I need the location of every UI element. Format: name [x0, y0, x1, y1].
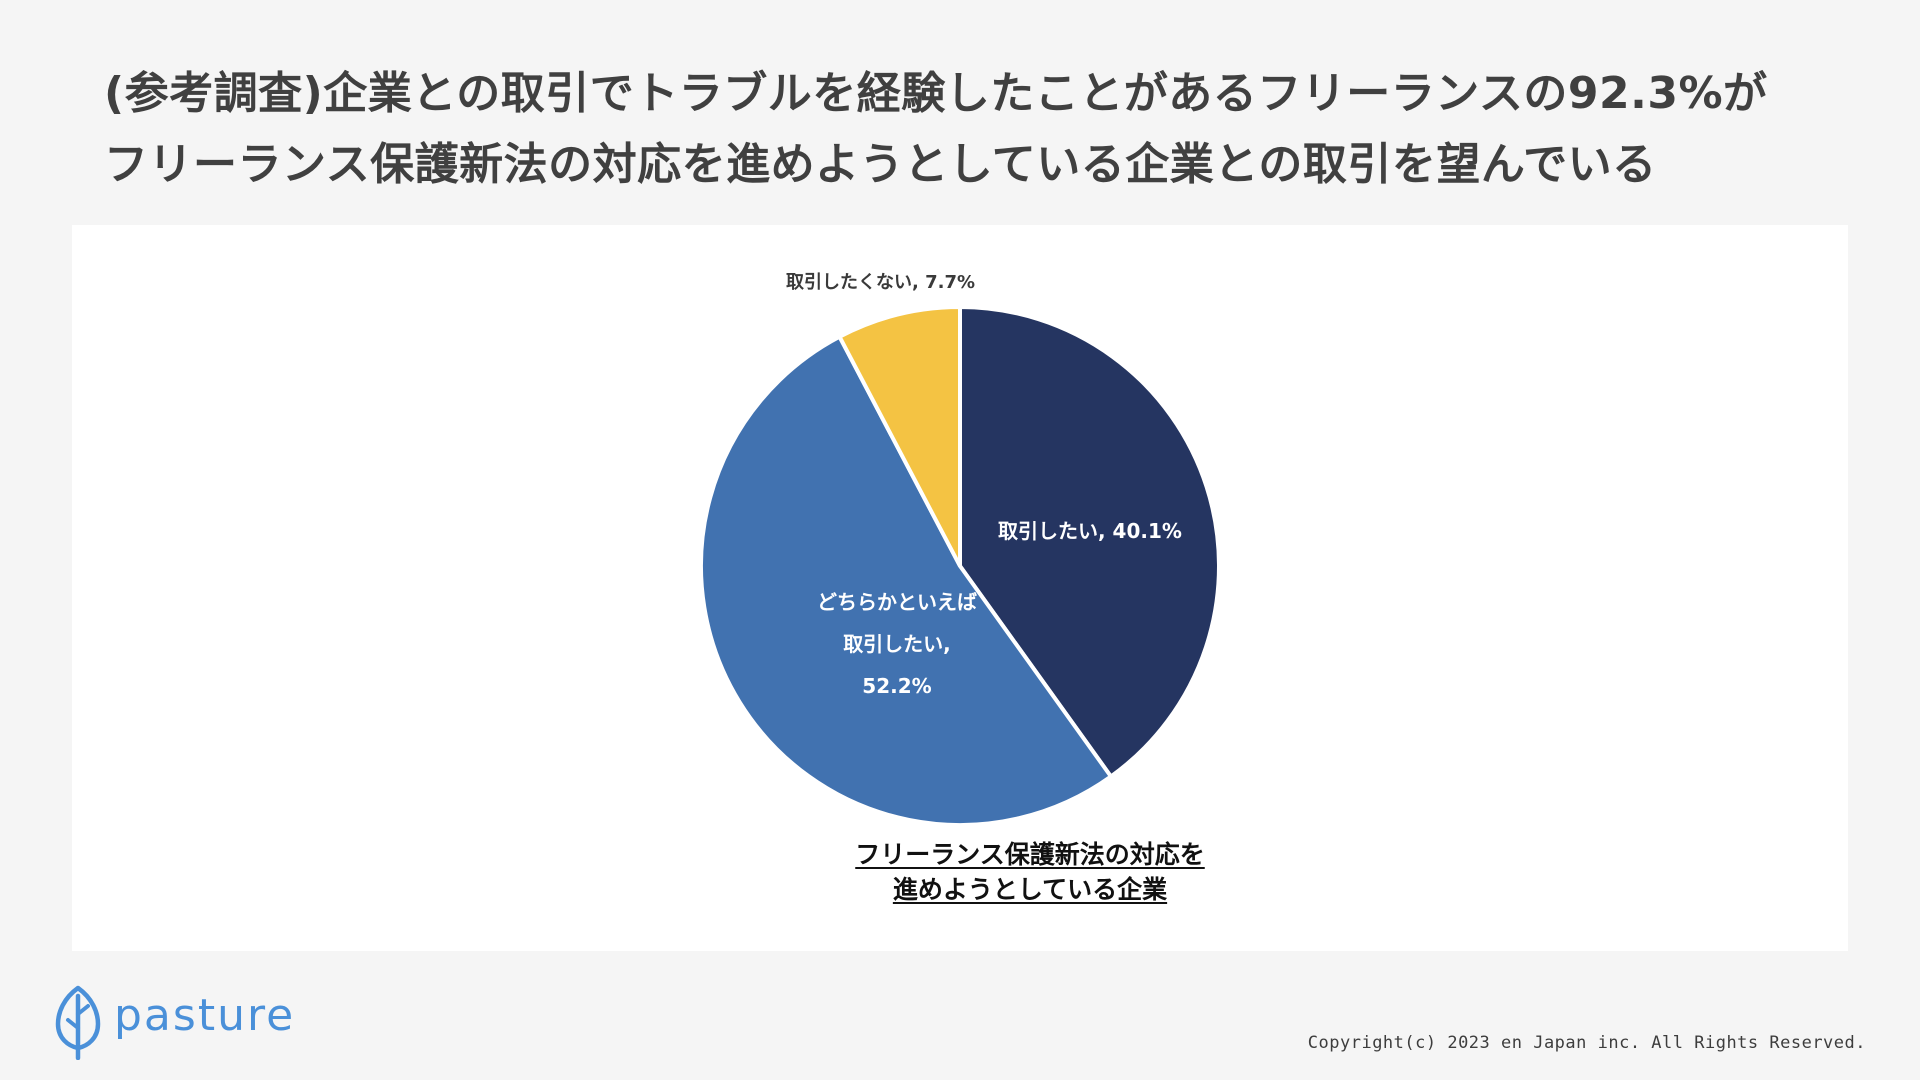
pie-slices — [699, 305, 1221, 828]
slice-label-do-not-want-to-trade: 取引したくない, 7.7% — [786, 272, 976, 293]
page-title-line1: (参考調査)企業との取引でトラブルを経験したことがあるフリーランスの92.3%が — [104, 68, 1768, 119]
slice-label-somewhat-line2: 取引したい, — [843, 632, 951, 656]
copyright-text: Copyright(c) 2023 en Japan inc. All Righ… — [1307, 1033, 1866, 1053]
chart-caption-line1: フリーランス保護新法の対応を — [855, 840, 1205, 869]
leaf-icon — [55, 985, 101, 1060]
brand-logo: pasture — [52, 984, 295, 1060]
slice-label-somewhat-want-to-trade: どちらかといえば 取引したい, 52.2% — [752, 581, 1042, 707]
page-title: (参考調査)企業との取引でトラブルを経験したことがあるフリーランスの92.3%が… — [104, 58, 1864, 200]
slice-want-to-trade — [958, 305, 1221, 779]
slice-label-somewhat-line3: 52.2% — [862, 674, 932, 698]
slice-somewhat-want-to-trade — [699, 334, 1113, 828]
chart-caption: フリーランス保護新法の対応を 進めようとしている企業 — [710, 837, 1350, 907]
brand-logo-text: pasture — [114, 990, 296, 1041]
slice-label-want-to-trade: 取引したい, 40.1% — [998, 519, 1182, 543]
chart-caption-line2: 進めようとしている企業 — [892, 875, 1168, 904]
slice-label-somewhat-line1: どちらかといえば — [817, 590, 977, 614]
chart-panel: 取引したい, 40.1% どちらかといえば 取引したい, 52.2% 取引したく… — [72, 225, 1848, 951]
pie-chart — [699, 305, 1221, 828]
page-title-line2: フリーランス保護新法の対応を進めようとしている企業との取引を望んでいる — [104, 139, 1657, 190]
slice-do-not-want-to-trade — [837, 305, 962, 568]
